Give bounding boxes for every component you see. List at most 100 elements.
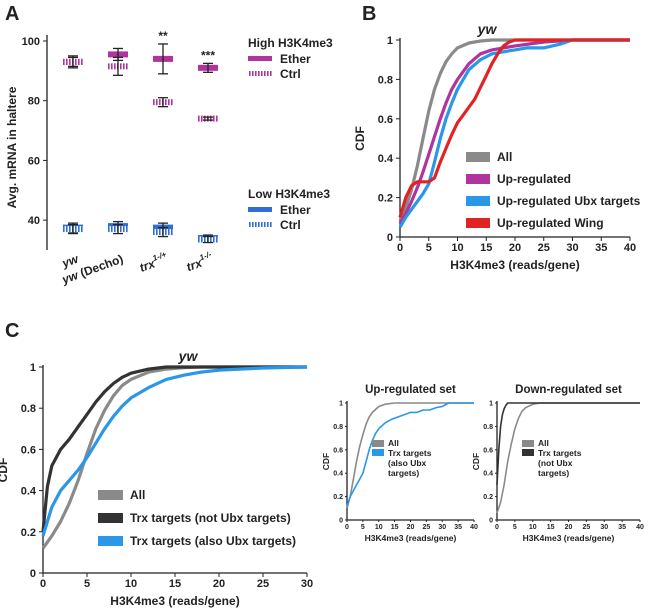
cdf-plot-c: 0 5 10 15 20 25 30 0 0.2 0.4 0.6 0.8 1 H3K4me3 (reads…: [0, 348, 313, 608]
y-tick-label: 0.4: [333, 471, 343, 478]
legend-label: All: [388, 438, 399, 448]
y-tick-label: 0.8: [21, 403, 36, 415]
x-tick-label: 15: [391, 524, 399, 531]
legend-swatch: [248, 56, 272, 61]
y-axis-label: Avg. mRNA in haltere: [5, 86, 19, 208]
y-tick-label: 0: [387, 232, 393, 244]
cdf-plot-c-inset-2: 0 5 10 15 20 25 30 35 40 0 0.2 0.4 0.6 0.8 1 H3K4me3 (r…: [471, 384, 644, 543]
y-axis-label: CDF: [353, 126, 367, 151]
y-tick-label: 0.2: [21, 527, 36, 539]
x-tick-label: 20: [213, 578, 225, 590]
y-tick-label: 0.6: [378, 114, 393, 126]
legend-label: Trx targets (also Ubx targets): [130, 534, 296, 548]
x-tick-label: 5: [513, 524, 517, 531]
y-tick-label: 60: [28, 155, 40, 167]
y-tick-label: 0: [339, 518, 343, 525]
legend-label: Up-regulated Wing: [497, 216, 604, 230]
legend-swatch: [522, 449, 534, 456]
y-tick-label: 0.4: [378, 153, 394, 165]
legend-swatch: [466, 196, 490, 206]
significance-marker: ***: [201, 48, 215, 62]
y-axis-label: CDF: [471, 453, 481, 470]
x-tick-label: 30: [438, 524, 446, 531]
x-tick-label: 15: [169, 578, 181, 590]
chart-title: Up-regulated set: [365, 384, 456, 396]
y-tick-label: 1: [387, 35, 393, 47]
cdf-line-trx-targets: [496, 402, 640, 485]
y-tick-label: 1: [489, 401, 493, 408]
category-name: yw: [59, 251, 80, 270]
legend-swatch: [98, 536, 123, 546]
category-name: yw: [59, 268, 80, 287]
y-tick-label: 1: [339, 401, 343, 408]
y-tick-label: 100: [22, 36, 40, 48]
x-tick-label: 5: [361, 524, 365, 531]
x-tick-label: 10: [529, 524, 537, 531]
x-tick-label: 30: [600, 524, 608, 531]
y-tick-label: 0.6: [21, 444, 36, 456]
panel-letter-c: C: [5, 320, 19, 342]
y-tick-label: 40: [28, 215, 40, 227]
legend-label: All: [538, 438, 549, 448]
y-axis-label: CDF: [0, 458, 10, 483]
category-label: yw: [59, 251, 80, 270]
legend-label: targets): [388, 468, 419, 478]
x-tick-label: 20: [407, 524, 415, 531]
y-tick-label: 0.2: [333, 494, 343, 501]
x-tick-label: 0: [40, 578, 46, 590]
category-suffix: (Decho): [75, 252, 125, 282]
x-tick-label: 10: [125, 578, 137, 590]
legend-swatch: [522, 440, 534, 447]
y-tick-label: 0.8: [378, 74, 393, 86]
cdf-line-trx-targets-not-ubx-targets-: [41, 365, 307, 532]
y-tick-label: 0.4: [483, 471, 493, 478]
y-tick-label: 0.4: [21, 486, 37, 498]
chart-title: Down-regulated set: [515, 384, 622, 396]
legend-label: Ether: [280, 203, 311, 217]
y-tick-label: 80: [28, 96, 40, 108]
x-axis-label: H3K4me3 (reads/gene): [450, 258, 579, 272]
x-tick-label: 25: [422, 524, 430, 531]
x-tick-label: 15: [547, 524, 555, 531]
legend-label: All: [130, 488, 145, 502]
x-tick-label: 0: [397, 242, 403, 254]
x-tick-label: 25: [538, 242, 550, 254]
legend-swatch: [98, 490, 123, 500]
legend-label: Ctrl: [280, 67, 301, 81]
x-tick-label: 30: [566, 242, 578, 254]
x-tick-label: 20: [509, 242, 521, 254]
y-tick-label: 0.8: [483, 424, 493, 431]
x-tick-label: 35: [454, 524, 462, 531]
cdf-line-all: [346, 402, 474, 509]
x-tick-label: 0: [495, 524, 499, 531]
legend-label: Ctrl: [280, 218, 301, 232]
legend-label: Up-regulated Ubx targets: [497, 194, 641, 208]
x-tick-label: 30: [301, 578, 313, 590]
category-superscript: 1-/-: [198, 250, 213, 263]
cdf-plot-c-inset-1: 0 5 10 15 20 25 30 35 40 0 0.2 0.4 0.6 0.8 1 H3K4me3 (r…: [321, 384, 478, 543]
legend-label: Trx targets (not Ubx targets): [130, 511, 291, 525]
legend-label: (not Ubx: [538, 458, 573, 468]
cdf-plot-b: 0 5 10 15 20 25 30 35 40 0 0.2 0.4 0.6 0.8 1 H3K4me3 (r…: [353, 21, 641, 272]
legend-label: (also Ubx: [388, 458, 427, 468]
legend-label: Trx targets: [388, 448, 432, 458]
legend-swatch: [466, 174, 490, 184]
x-axis-label: H3K4me3 (reads/gene): [365, 533, 457, 543]
y-tick-label: 0.2: [378, 193, 393, 205]
legend-swatch: [466, 152, 490, 162]
x-tick-label: 25: [257, 578, 269, 590]
x-tick-label: 25: [582, 524, 590, 531]
category-name: trx: [185, 255, 205, 274]
cdf-line-up-regulated-wing: [398, 38, 630, 218]
y-tick-label: 0.2: [483, 494, 493, 501]
legend-swatch: [248, 222, 272, 227]
chart-title: yw: [178, 348, 199, 364]
legend-label: All: [497, 150, 512, 164]
x-tick-label: 0: [345, 524, 349, 531]
legend-swatch: [372, 440, 384, 447]
y-tick-label: 1: [30, 362, 36, 374]
x-tick-label: 40: [624, 242, 636, 254]
